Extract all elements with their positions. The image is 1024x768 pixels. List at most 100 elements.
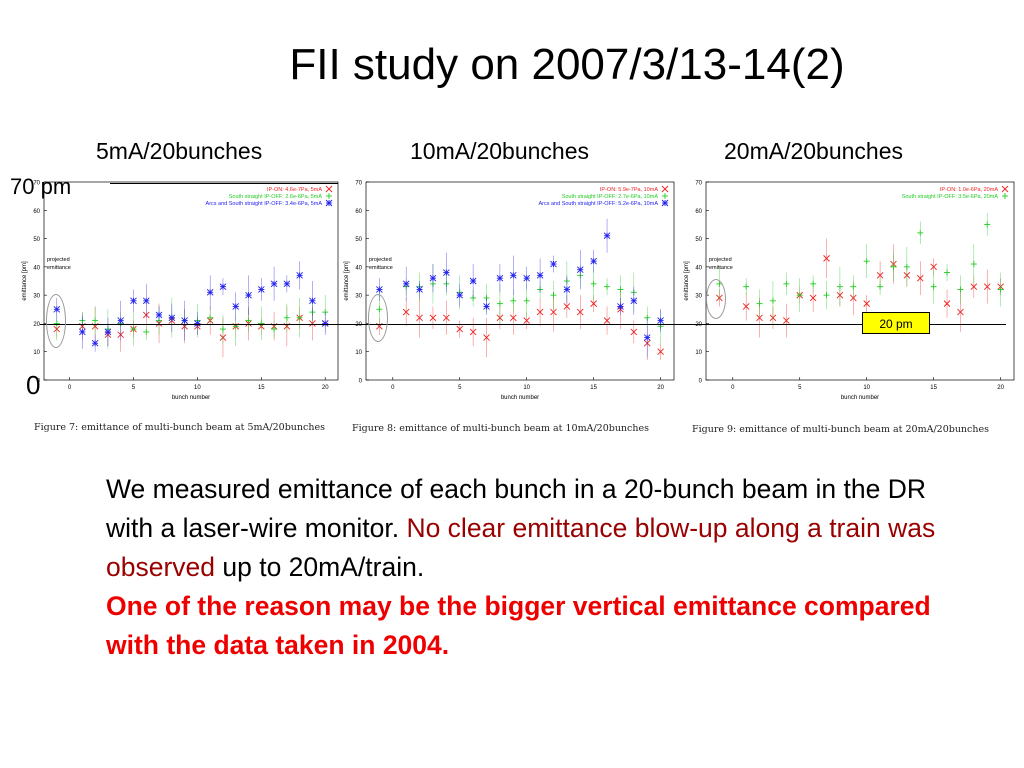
x-axis-label: bunch number bbox=[841, 395, 879, 401]
data-point bbox=[456, 325, 464, 333]
data-point bbox=[509, 272, 517, 279]
data-point bbox=[576, 308, 584, 316]
y-tick-label: 50 bbox=[33, 237, 40, 243]
data-point bbox=[796, 292, 803, 299]
data-point bbox=[783, 280, 790, 287]
annotation-projected-emittance: projected bbox=[47, 257, 70, 263]
data-point bbox=[469, 328, 477, 336]
data-point bbox=[257, 286, 265, 293]
y-tick-label: 60 bbox=[33, 209, 40, 215]
data-point bbox=[376, 286, 383, 293]
data-point bbox=[590, 300, 597, 307]
x-tick-label: 20 bbox=[657, 385, 664, 391]
legend-entry: South straight IP-OFF: 3.5e-6Pa, 20mA bbox=[902, 194, 999, 200]
projected-emittance-marker-5ma bbox=[46, 294, 66, 348]
data-point bbox=[823, 255, 830, 262]
data-point bbox=[181, 317, 188, 324]
y-tick-label: 0 bbox=[699, 379, 703, 385]
y-tick-label: 50 bbox=[695, 237, 702, 243]
data-point bbox=[155, 311, 163, 319]
data-point bbox=[523, 274, 531, 282]
data-point bbox=[617, 286, 624, 293]
data-point bbox=[416, 286, 423, 293]
y-top-label: 70 pm bbox=[10, 174, 72, 199]
x-axis-label: bunch number bbox=[501, 395, 539, 401]
plot-frame bbox=[43, 181, 339, 381]
marker-stroke bbox=[509, 314, 517, 322]
x-tick-label: 5 bbox=[458, 385, 462, 391]
data-point bbox=[207, 314, 214, 321]
data-point bbox=[944, 269, 951, 276]
y-tick-label: 30 bbox=[355, 294, 362, 300]
data-point bbox=[890, 263, 897, 270]
data-point bbox=[983, 283, 991, 290]
data-point bbox=[402, 280, 410, 288]
y-tick-label: 10 bbox=[33, 350, 40, 356]
projected-emittance-marker-10ma bbox=[368, 294, 388, 342]
data-point bbox=[245, 317, 252, 324]
caption-fig8: Figure 8: emittance of multi-bunch beam … bbox=[352, 423, 649, 434]
data-point bbox=[957, 308, 964, 316]
marker-stroke bbox=[590, 300, 597, 307]
data-point bbox=[510, 297, 517, 304]
data-point bbox=[563, 286, 571, 293]
data-point bbox=[232, 303, 240, 310]
x-tick-label: 0 bbox=[731, 385, 735, 391]
data-point bbox=[496, 300, 503, 307]
data-point bbox=[283, 280, 291, 288]
data-point bbox=[523, 297, 530, 304]
data-point bbox=[916, 274, 924, 282]
plot-frame bbox=[705, 181, 1015, 381]
marker-stroke bbox=[783, 317, 790, 324]
body-text: We measured emittance of each bunch in a… bbox=[106, 470, 936, 665]
ref-box-20pm: 20 pm bbox=[862, 312, 930, 334]
x-tick-label: 5 bbox=[798, 385, 802, 391]
annotation-projected-emittance: emittance bbox=[47, 265, 71, 271]
data-point bbox=[117, 317, 125, 324]
marker-stroke bbox=[630, 328, 638, 336]
x-tick-label: 15 bbox=[258, 385, 265, 391]
x-tick-label: 10 bbox=[194, 385, 201, 391]
x-tick-label: 15 bbox=[590, 385, 597, 391]
y-tick-label: 70 bbox=[695, 181, 702, 187]
marker-stroke bbox=[1001, 185, 1009, 193]
data-point bbox=[321, 320, 329, 327]
marker-stroke bbox=[970, 283, 978, 290]
data-point bbox=[271, 326, 278, 333]
plot-frame bbox=[365, 181, 675, 381]
marker-stroke bbox=[742, 303, 750, 310]
data-point bbox=[849, 294, 857, 302]
data-point bbox=[590, 257, 597, 265]
y-tick-label: 30 bbox=[695, 294, 702, 300]
data-point bbox=[309, 297, 316, 305]
marker-stroke bbox=[550, 308, 557, 316]
data-point bbox=[258, 320, 265, 327]
panel-label-20ma: 20mA/20bunches bbox=[724, 138, 904, 164]
data-point bbox=[970, 261, 977, 268]
data-point bbox=[245, 291, 252, 299]
y-tick-label: 40 bbox=[695, 265, 702, 271]
annotation-projected-emittance: projected bbox=[709, 257, 732, 263]
data-point bbox=[416, 314, 423, 322]
caption-fig9: Figure 9: emittance of multi-bunch beam … bbox=[692, 424, 989, 435]
y-tick-label: 10 bbox=[695, 350, 702, 356]
data-point bbox=[283, 314, 290, 321]
data-point bbox=[92, 317, 99, 324]
data-point bbox=[970, 283, 978, 290]
data-point bbox=[270, 280, 278, 288]
data-point bbox=[550, 308, 557, 316]
data-point bbox=[536, 272, 544, 279]
panel-label-5ma: 5mA/20bunches bbox=[96, 138, 263, 164]
data-point bbox=[657, 317, 664, 324]
data-point bbox=[194, 320, 201, 327]
data-point bbox=[617, 303, 624, 310]
panel-label-10ma: 10mA/20bunches bbox=[410, 138, 590, 164]
marker-stroke bbox=[809, 294, 817, 302]
data-point bbox=[429, 274, 437, 282]
legend-marker bbox=[1002, 193, 1008, 199]
data-point bbox=[604, 283, 611, 290]
legend-marker bbox=[1001, 185, 1009, 193]
x-tick-label: 20 bbox=[322, 385, 329, 391]
data-point bbox=[483, 303, 490, 310]
